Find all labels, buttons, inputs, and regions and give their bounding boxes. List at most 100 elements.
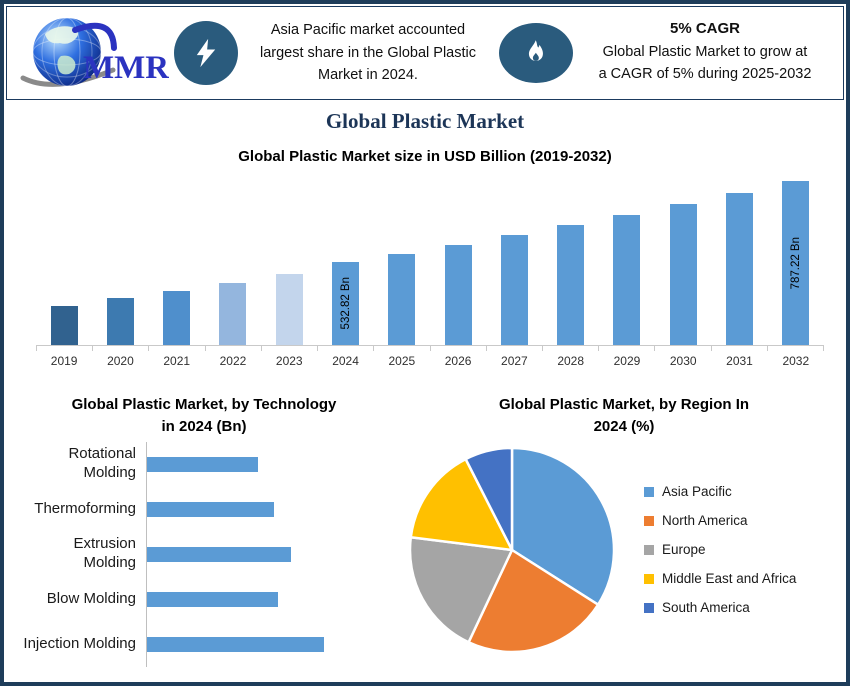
pie-slice-south-america: [464, 446, 514, 551]
region-chart-title: Global Plastic Market, by Region In 2024…: [406, 394, 842, 438]
market-size-chart-title: Global Plastic Market size in USD Billio…: [238, 148, 612, 165]
legend-swatch: [644, 515, 654, 526]
technology-chart-title: Global Plastic Market, by Technology in …: [8, 394, 400, 438]
tech-label-line: Thermoforming: [34, 499, 136, 517]
region-pie: [408, 446, 616, 653]
axis-tick: [487, 346, 543, 351]
tech-bar-1: [147, 501, 274, 517]
bar-column-2021: [149, 290, 205, 345]
bar-2019: [50, 305, 78, 345]
year-label-2024: 2024: [332, 354, 359, 368]
tech-plot-area: [146, 486, 400, 532]
bar-column-2023: [261, 274, 317, 345]
legend-swatch: [644, 602, 654, 613]
legend-label: South America: [662, 600, 750, 615]
tech-category-label: Injection Molding: [8, 635, 146, 654]
bar-column-2019: [36, 305, 92, 345]
tech-row-4: Injection Molding: [8, 621, 400, 667]
lightning-icon: [173, 21, 238, 85]
tech-label-line: Extrusion: [73, 535, 136, 553]
year-label-2022: 2022: [219, 354, 247, 368]
year-label-2027: 2027: [501, 354, 528, 368]
year-label-2023: 2023: [275, 354, 303, 368]
axis-tick: [374, 346, 431, 351]
bar-column-2026: [430, 244, 486, 345]
cagr-line1: Global Plastic Market to grow at: [602, 44, 808, 61]
tech-row-1: Thermoforming: [8, 486, 400, 532]
bar-column-2031: [711, 192, 767, 345]
tech-label-line: Molding: [83, 554, 136, 571]
axis-tick: [93, 346, 150, 351]
legend-label: Middle East and Africa: [662, 571, 797, 586]
bottom-section: Global Plastic Market, by Technology in …: [4, 394, 846, 667]
bar-2030: [669, 204, 697, 345]
year-label-2031: 2031: [726, 354, 753, 368]
axis-tick: [599, 346, 656, 351]
tech-row-2: Extrusion Molding: [8, 531, 400, 577]
tech-bar-2: [147, 546, 291, 562]
pie-slice-europe: [408, 535, 514, 644]
legend-swatch: [644, 486, 654, 497]
bar-2024: 532.82 Bn: [332, 262, 360, 345]
year-label-2029: 2029: [613, 354, 641, 368]
legend-label: North America: [662, 513, 748, 528]
year-label-2030: 2030: [669, 354, 697, 368]
legend-item-asia-pacific: Asia Pacific: [644, 484, 796, 499]
tech-plot-area: [146, 621, 400, 667]
year-label-2026: 2026: [444, 354, 472, 368]
bar-column-2030: [655, 204, 711, 345]
tech-plot-area: [146, 531, 400, 577]
bar-2029: [613, 215, 641, 345]
market-size-plot: 532.82 Bn 787.22 Bn: [36, 175, 824, 345]
highlight-left-line3: Market in 2024.: [318, 67, 418, 84]
bar-column-2028: [543, 225, 599, 345]
region-pie-body: Asia Pacific North America Europe Middle Ea…: [406, 444, 842, 656]
bar-column-2029: [599, 215, 655, 345]
header: MMR Asia Pacific market accounted larges…: [6, 6, 844, 100]
technology-title-line1: Global Plastic Market, by Technology: [71, 396, 337, 413]
pie-slice-middle-east-and-africa: [409, 457, 514, 551]
legend-item-middle-east-and-africa: Middle East and Africa: [644, 571, 796, 586]
bar-2020: [106, 297, 134, 345]
bar-value-label-2032: 787.22 Bn: [789, 236, 802, 290]
bar-2023: [275, 274, 303, 345]
cagr-line2: a CAGR of 5% during 2025-2032: [598, 66, 812, 82]
bar-value-label-2024: 532.82 Bn: [339, 277, 352, 330]
legend-swatch: [644, 573, 654, 584]
year-label-2025: 2025: [388, 354, 416, 368]
region-legend: Asia Pacific North America Europe Middle Ea…: [644, 484, 796, 615]
bar-column-2027: [486, 235, 542, 345]
legend-label: Europe: [662, 542, 706, 557]
bar-2032: 787.22 Bn: [782, 181, 810, 345]
tech-plot-area: [146, 576, 400, 622]
axis-tick: [318, 346, 375, 351]
axis-tick: [768, 346, 825, 351]
axis-tick: [36, 346, 94, 351]
technology-chart: Global Plastic Market, by Technology in …: [8, 394, 400, 667]
globe-icon: [20, 17, 117, 87]
axis-tick: [431, 346, 487, 351]
axis-tick: [543, 346, 600, 351]
highlight-left-line1: Asia Pacific market accounted: [270, 22, 466, 39]
bar-2028: [557, 225, 585, 345]
bar-column-2022: [205, 282, 261, 345]
axis-tick: [206, 346, 262, 351]
legend-item-europe: Europe: [644, 542, 796, 557]
tech-category-label: Blow Molding: [8, 590, 146, 609]
bar-2021: [163, 290, 191, 345]
bar-column-2020: [92, 297, 148, 345]
x-axis-labels: 2019 2020 2021 2022 2023 2024 2025 2026 2027 2028…: [36, 351, 824, 368]
tech-label-line: Blow Molding: [46, 589, 136, 607]
axis-tick: [262, 346, 319, 351]
legend-item-south-america: South America: [644, 600, 796, 615]
tech-label-line: Injection Molding: [23, 634, 136, 652]
bar-2025: [388, 253, 416, 345]
year-label-2028: 2028: [557, 354, 585, 368]
page-title-row: Global Plastic Market: [4, 100, 846, 142]
region-title-line2: 2024 (%): [593, 417, 655, 435]
tech-bar-3: [147, 591, 278, 607]
axis-tick: [149, 346, 206, 351]
tech-plot-area: [146, 441, 400, 487]
logo-text: MMR: [83, 50, 169, 86]
